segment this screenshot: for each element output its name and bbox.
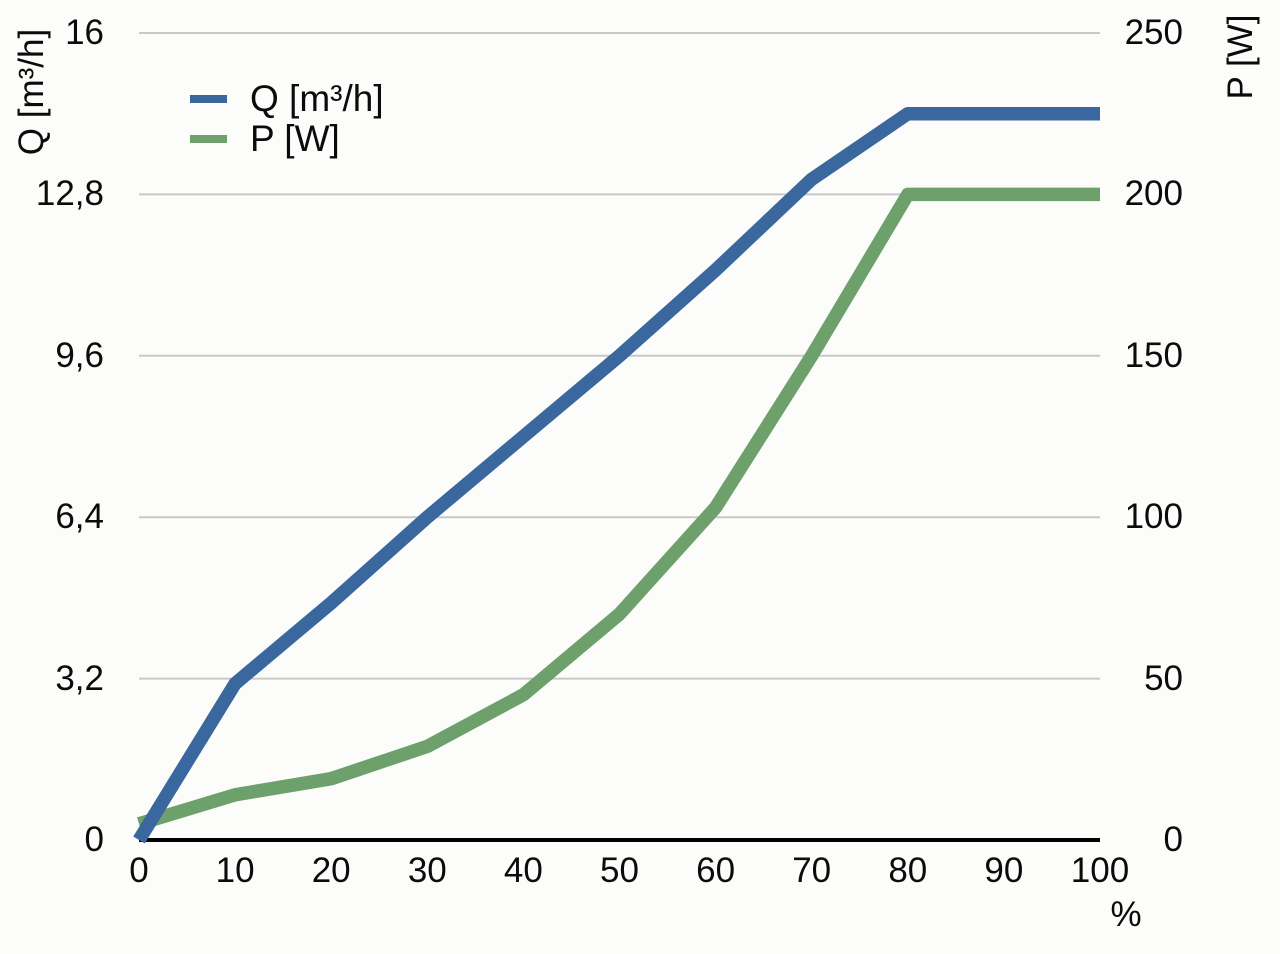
legend-swatch-q-icon xyxy=(190,95,227,103)
legend-item-p: P [W] xyxy=(190,118,384,159)
left-axis-tick: 6,4 xyxy=(55,497,104,537)
right-axis-tick: 250 xyxy=(1124,13,1183,52)
series-line-q xyxy=(133,106,1100,844)
legend: Q [m³/h] P [W] xyxy=(190,78,384,159)
x-axis-tick: 50 xyxy=(600,851,639,890)
x-axis-tick: 60 xyxy=(696,851,736,890)
left-axis-tick: 12,8 xyxy=(35,174,104,214)
right-axis-tick: 150 xyxy=(1124,335,1183,375)
x-axis-unit-label: % xyxy=(1110,895,1142,934)
x-axis-tick: 0 xyxy=(129,851,149,890)
series-line-p xyxy=(137,187,1100,831)
left-axis-tick: 3,2 xyxy=(55,658,104,698)
left-axis-tick: 16 xyxy=(65,13,104,52)
x-axis-tick: 80 xyxy=(888,851,928,890)
x-axis-tick: 100 xyxy=(1070,851,1130,890)
x-axis-tick: 40 xyxy=(503,851,543,890)
right-axis-tick: 100 xyxy=(1124,497,1183,537)
right-axis-tick: 0 xyxy=(1163,820,1183,859)
right-axis-tick: 200 xyxy=(1124,174,1183,214)
left-axis-tick: 0 xyxy=(84,820,104,859)
right-axis-title: P [W] xyxy=(1221,14,1260,100)
x-axis-tick: 30 xyxy=(407,851,447,890)
x-axis-tick: 70 xyxy=(792,851,832,890)
left-axis-tick: 9,6 xyxy=(55,335,104,375)
legend-label-q: Q [m³/h] xyxy=(250,78,384,119)
legend-label-p: P [W] xyxy=(250,118,340,159)
legend-item-q: Q [m³/h] xyxy=(190,78,384,119)
right-axis-tick: 50 xyxy=(1144,658,1183,698)
legend-swatch-p-icon xyxy=(190,135,227,143)
x-axis-tick: 10 xyxy=(215,851,255,890)
x-axis-tick: 90 xyxy=(984,851,1024,890)
x-axis-tick: 20 xyxy=(311,851,351,890)
